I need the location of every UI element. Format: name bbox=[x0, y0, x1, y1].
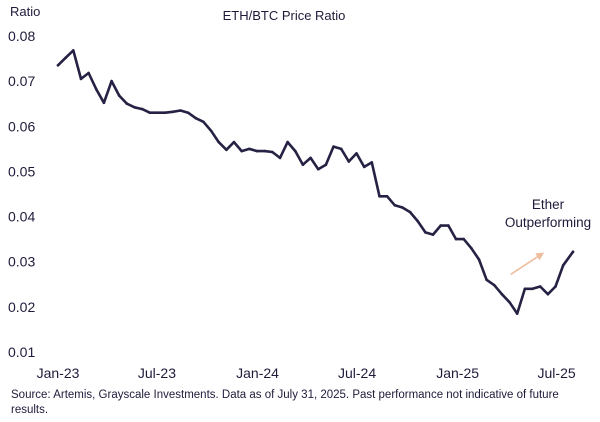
y-tick-label: 0.01 bbox=[8, 344, 35, 360]
data-point bbox=[523, 287, 527, 291]
y-tick-label: 0.06 bbox=[8, 118, 35, 134]
y-tick-label: 0.08 bbox=[8, 28, 35, 44]
data-point bbox=[393, 204, 397, 207]
data-point bbox=[255, 149, 259, 153]
data-point bbox=[271, 150, 274, 154]
data-point bbox=[87, 71, 90, 75]
annotation-line-2: Outperforming bbox=[505, 215, 591, 230]
data-point bbox=[110, 79, 113, 83]
data-point bbox=[493, 283, 496, 287]
data-point bbox=[339, 147, 343, 151]
data-point bbox=[538, 285, 542, 288]
data-point bbox=[156, 111, 159, 114]
data-point bbox=[370, 161, 374, 164]
data-point bbox=[125, 102, 129, 105]
data-point bbox=[385, 195, 389, 198]
y-tick-label: 0.02 bbox=[8, 299, 35, 315]
data-point bbox=[186, 111, 190, 114]
data-point bbox=[294, 149, 297, 153]
data-point bbox=[477, 258, 481, 261]
data-point bbox=[431, 233, 435, 236]
data-point bbox=[278, 156, 282, 160]
data-point bbox=[355, 152, 358, 155]
data-point bbox=[79, 77, 83, 81]
y-tick-label: 0.04 bbox=[8, 209, 35, 225]
data-point bbox=[416, 219, 420, 223]
data-point bbox=[202, 120, 205, 124]
annotation-line-1: Ether bbox=[532, 197, 565, 212]
data-point bbox=[546, 292, 550, 296]
data-point bbox=[408, 210, 412, 214]
data-point bbox=[148, 111, 152, 114]
data-point bbox=[500, 292, 504, 296]
data-point bbox=[232, 140, 236, 144]
y-tick-label: 0.07 bbox=[8, 73, 35, 89]
data-point bbox=[194, 116, 198, 120]
outperforming-arrow bbox=[510, 252, 545, 276]
y-axis-label: Ratio bbox=[10, 4, 40, 19]
data-point bbox=[554, 285, 557, 288]
data-point bbox=[324, 163, 328, 166]
data-point bbox=[571, 250, 575, 254]
data-point bbox=[454, 237, 458, 241]
data-point bbox=[263, 149, 267, 153]
data-point bbox=[439, 224, 443, 227]
data-point bbox=[424, 231, 427, 234]
data-point bbox=[248, 147, 251, 151]
data-point bbox=[362, 165, 366, 169]
data-point bbox=[64, 56, 67, 59]
eth-btc-ratio-line bbox=[56, 49, 575, 315]
data-point bbox=[95, 88, 98, 91]
data-point bbox=[102, 101, 106, 105]
data-point bbox=[117, 94, 121, 97]
data-point bbox=[462, 237, 466, 241]
data-point bbox=[171, 110, 175, 114]
data-point bbox=[447, 224, 450, 227]
data-point bbox=[347, 160, 351, 163]
y-tick-label: 0.05 bbox=[8, 163, 35, 179]
x-tick-label: Jan-24 bbox=[236, 365, 279, 381]
x-axis-ticks: Jan-23 Jul-23 Jan-24 Jul-24 Jan-25 Jul-25 bbox=[37, 365, 576, 381]
data-point bbox=[133, 106, 136, 109]
x-tick-label: Jan-25 bbox=[436, 365, 479, 381]
data-point bbox=[470, 246, 473, 250]
y-axis-ticks: 0.08 0.07 0.06 0.05 0.04 0.03 0.02 0.01 bbox=[8, 28, 35, 360]
data-point bbox=[378, 195, 381, 198]
data-point bbox=[56, 64, 60, 67]
data-point bbox=[531, 287, 534, 291]
chart-title: ETH/BTC Price Ratio bbox=[223, 8, 346, 23]
data-point bbox=[179, 109, 182, 112]
y-tick-label: 0.03 bbox=[8, 254, 35, 270]
data-point bbox=[209, 129, 213, 133]
source-note: Source: Artemis, Grayscale Investments. … bbox=[11, 389, 559, 416]
x-tick-label: Jul-23 bbox=[138, 365, 176, 381]
data-point bbox=[140, 107, 144, 111]
data-point bbox=[508, 301, 511, 304]
data-point bbox=[163, 111, 167, 114]
data-point bbox=[301, 163, 305, 166]
x-tick-label: Jul-24 bbox=[338, 365, 376, 381]
data-point bbox=[316, 167, 320, 171]
data-point bbox=[72, 49, 75, 52]
data-point bbox=[286, 140, 289, 144]
data-point bbox=[401, 206, 404, 209]
data-point bbox=[561, 264, 565, 267]
data-point bbox=[515, 312, 519, 315]
data-point bbox=[225, 148, 228, 152]
data-point bbox=[485, 278, 488, 282]
data-points bbox=[56, 49, 575, 315]
data-point bbox=[240, 149, 243, 153]
data-point bbox=[217, 140, 220, 144]
x-tick-label: Jan-23 bbox=[37, 365, 80, 381]
x-tick-label: Jul-25 bbox=[538, 365, 576, 381]
data-point bbox=[332, 145, 335, 148]
data-point bbox=[309, 156, 312, 160]
